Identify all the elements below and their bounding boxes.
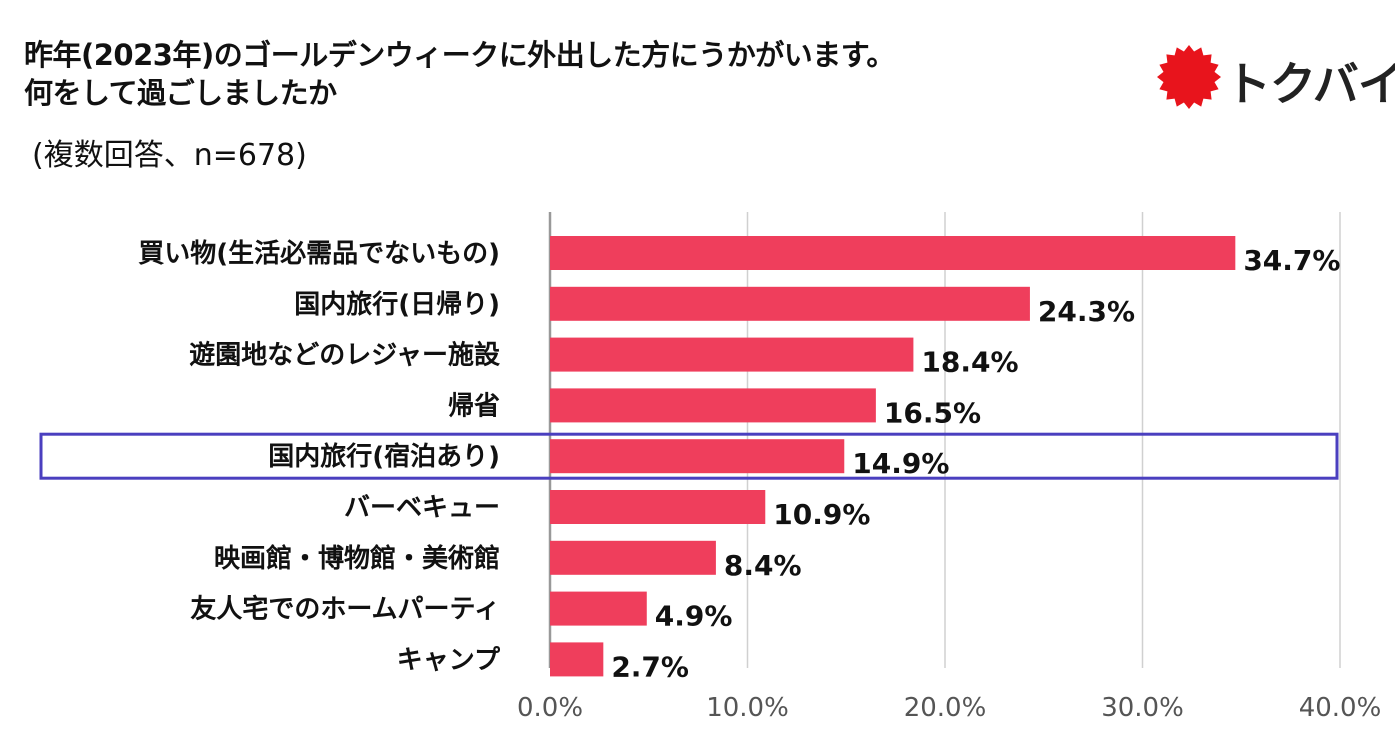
category-label: 帰省 (448, 391, 500, 421)
x-tick-label: 20.0% (904, 693, 987, 723)
value-label: 14.9% (852, 447, 949, 480)
bar (550, 388, 876, 423)
value-label: 10.9% (773, 498, 870, 531)
bar (550, 591, 647, 626)
value-label: 24.3% (1038, 295, 1135, 328)
category-label: 遊園地などのレジャー施設 (189, 340, 501, 371)
x-tick-label: 30.0% (1101, 693, 1184, 723)
value-label: 16.5% (884, 396, 981, 429)
value-label: 2.7% (611, 650, 689, 683)
x-tick-label: 0.0% (517, 693, 583, 723)
bar (550, 286, 1030, 321)
value-label: 18.4% (921, 346, 1018, 379)
chart-subtitle: (複数回答、n=678) (32, 138, 307, 173)
category-label: 国内旅行(日帰り) (294, 289, 500, 320)
bar (550, 540, 716, 575)
tokubai-logo: トクバイ (1155, 42, 1395, 112)
bar (550, 490, 766, 524)
highlight-box (39, 432, 1339, 480)
bar (550, 642, 604, 677)
bar (550, 236, 1236, 270)
chart-title-line1: 昨年(2023年)のゴールデンウィークに外出した方にうかがいます。 (24, 38, 895, 72)
category-label: 映画館・博物館・美術館 (214, 543, 500, 574)
chart-title: 昨年(2023年)のゴールデンウィークに外出した方にうかがいます。 何をして過ご… (24, 36, 895, 112)
x-tick-label: 40.0% (1299, 693, 1382, 723)
x-tick-label: 10.0% (706, 693, 789, 723)
red-sun-burst-icon (1157, 45, 1221, 109)
category-label: バーベキュー (344, 493, 500, 523)
bar (550, 337, 914, 372)
chart-title-line2: 何をして過ごしましたか (24, 76, 337, 110)
bar (550, 439, 845, 474)
value-label: 34.7% (1243, 244, 1340, 277)
logo-text: トクバイ (1225, 57, 1395, 111)
category-label: キャンプ (397, 645, 501, 675)
category-label: 国内旅行(宿泊あり) (268, 441, 500, 472)
category-label: 買い物(生活必需品でないもの) (138, 239, 500, 269)
value-label: 8.4% (724, 549, 802, 582)
value-label: 4.9% (655, 600, 733, 633)
category-label: 友人宅でのホームパーティ (190, 594, 500, 625)
